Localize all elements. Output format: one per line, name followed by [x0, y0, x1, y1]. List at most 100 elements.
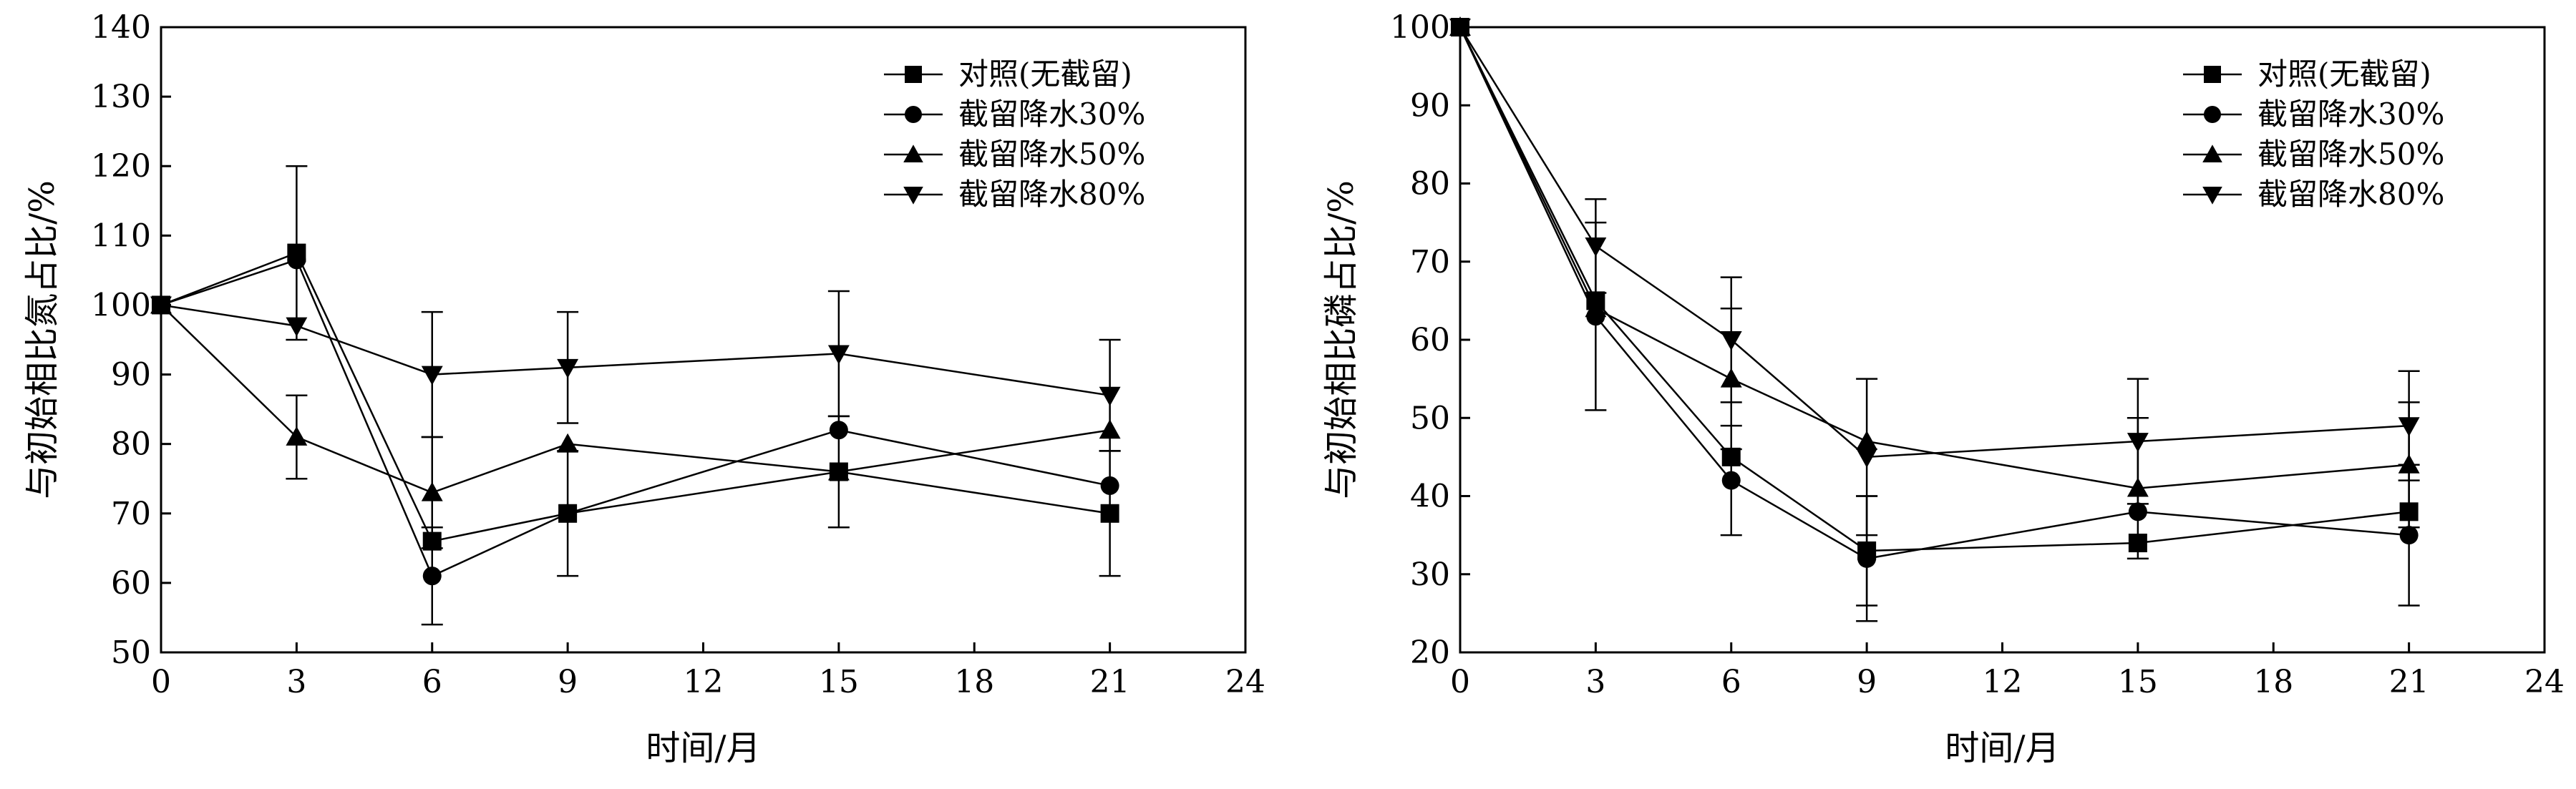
series-3: [150, 294, 1121, 549]
legend-marker: [903, 186, 923, 205]
data-point: [1720, 331, 1742, 351]
series-line: [160, 258, 1110, 577]
legend-label: 对照(无截留): [958, 57, 1132, 92]
chart-panel-2: 0 3 6 9 12 15 18 21 24 20 30 40 50 60 70 80 90 100 时间/月 与初始…: [1321, 9, 2565, 768]
y-tick-label: 30: [1410, 557, 1450, 593]
data-point: [286, 317, 308, 337]
y-tick-label: 50: [111, 634, 151, 671]
legend-marker: [2202, 186, 2222, 205]
legend: 对照(无截留) 截留降水30% 截留降水50% 截留降水80%: [2183, 57, 2444, 212]
series-line: [1459, 26, 2409, 552]
data-point: [422, 567, 442, 586]
y-tick-label: 60: [1410, 322, 1450, 358]
data-point: [286, 426, 308, 446]
y-tick-label: 40: [1410, 479, 1450, 515]
x-tick-label: 0: [151, 664, 171, 700]
series-line: [160, 304, 1110, 494]
data-point: [1100, 504, 1119, 523]
y-tick-label: 120: [91, 148, 151, 185]
x-axis-title: 时间/月: [1945, 728, 2059, 768]
x-tick-label: 21: [2389, 664, 2429, 700]
data-point: [2399, 526, 2419, 545]
data-point: [287, 250, 306, 270]
y-tick-label: 140: [91, 9, 151, 46]
x-tick-label: 9: [558, 664, 578, 700]
y-tick-label: 110: [91, 217, 151, 254]
y-tick-label: 70: [111, 496, 151, 532]
legend-label: 截留降水80%: [958, 177, 1145, 212]
x-tick-label: 15: [2118, 664, 2158, 700]
x-tick-label: 18: [2253, 664, 2293, 700]
legend-marker: [2204, 106, 2221, 123]
series-1: [152, 165, 1121, 577]
series-line: [160, 304, 1110, 396]
x-tick-label: 24: [2524, 664, 2565, 700]
series-4: [1449, 19, 2420, 536]
legend-label: 对照(无截留): [2257, 57, 2431, 92]
x-tick-label: 9: [1857, 664, 1877, 700]
data-point: [2398, 417, 2420, 437]
legend-marker: [2204, 66, 2221, 83]
data-point: [558, 504, 578, 523]
legend-label: 截留降水30%: [2257, 97, 2444, 132]
y-axis-title: 与初始相比磷占比/%: [1321, 180, 1361, 499]
data-point: [2127, 433, 2149, 452]
x-tick-label: 15: [819, 664, 859, 700]
data-point: [827, 461, 850, 481]
x-tick-label: 3: [286, 664, 306, 700]
data-point: [1721, 471, 1741, 490]
legend: 对照(无截留) 截留降水30% 截留降水50% 截留降水80%: [884, 57, 1145, 212]
x-tick-label: 18: [954, 664, 994, 700]
y-tick-label: 90: [1410, 87, 1450, 124]
data-point: [421, 481, 443, 501]
y-tick-label: 80: [111, 426, 151, 463]
y-tick-label: 70: [1410, 244, 1450, 280]
x-tick-label: 6: [1721, 664, 1741, 700]
legend-label: 截留降水80%: [2257, 177, 2444, 212]
data-point: [557, 433, 579, 453]
legend-label: 截留降水30%: [958, 97, 1145, 132]
x-axis-title: 时间/月: [646, 728, 760, 768]
series-line: [1459, 26, 2409, 489]
data-point: [1585, 237, 1607, 257]
x-tick-label: 6: [422, 664, 442, 700]
x-tick-label: 0: [1450, 664, 1470, 700]
legend-label: 截留降水50%: [2257, 137, 2444, 172]
data-point: [1100, 476, 1119, 495]
legend-marker: [905, 106, 922, 123]
y-tick-label: 130: [91, 79, 151, 115]
data-point: [1585, 298, 1607, 318]
data-point: [421, 366, 443, 386]
x-tick-label: 21: [1090, 664, 1130, 700]
data-point: [1099, 386, 1121, 406]
y-axis-title: 与初始相比氮占比/%: [22, 180, 62, 499]
series-line: [160, 252, 1110, 543]
x-tick-label: 12: [684, 664, 724, 700]
data-point: [150, 296, 172, 316]
data-point: [827, 345, 850, 365]
series-4: [150, 290, 1121, 452]
data-point: [1856, 448, 1878, 468]
y-tick-label: 100: [1390, 9, 1450, 46]
y-tick-label: 90: [111, 357, 151, 393]
data-point: [1449, 19, 1471, 38]
y-tick-label: 50: [1410, 400, 1450, 436]
legend-marker: [903, 144, 923, 163]
series-line: [1459, 26, 2409, 459]
x-tick-label: 24: [1225, 664, 1265, 700]
y-tick-label: 80: [1410, 166, 1450, 202]
y-tick-label: 100: [91, 287, 151, 323]
legend-label: 截留降水50%: [958, 137, 1145, 172]
series-line: [1459, 26, 2409, 560]
x-tick-label: 12: [1983, 664, 2023, 700]
x-tick-label: 3: [1585, 664, 1605, 700]
y-tick-label: 20: [1410, 634, 1450, 671]
data-point: [1857, 549, 1877, 568]
y-tick-label: 60: [111, 565, 151, 602]
data-point: [557, 358, 579, 378]
chart-panel-1: 0 3 6 9 12 15 18 21 24 50 60 70 80 90 100 110 120 130 140 时…: [22, 9, 1265, 768]
legend-marker: [905, 66, 922, 83]
legend-marker: [2202, 144, 2222, 163]
